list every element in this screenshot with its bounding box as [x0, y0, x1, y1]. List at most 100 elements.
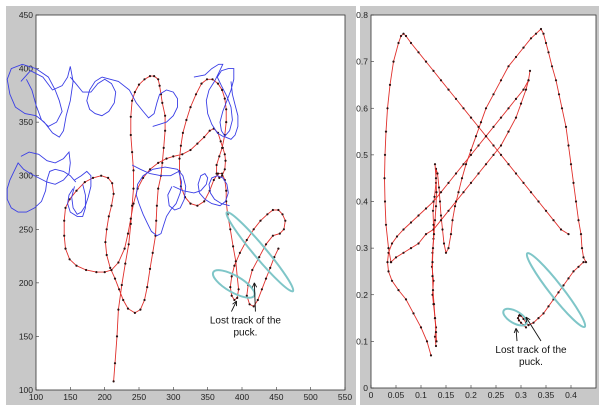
data-point	[95, 271, 98, 274]
data-point	[524, 326, 528, 329]
data-point	[264, 243, 268, 246]
data-point	[542, 32, 545, 35]
data-point	[409, 221, 413, 224]
data-point	[117, 261, 120, 264]
annotation-arrow-head	[232, 300, 237, 307]
data-point	[447, 88, 450, 91]
data-point	[230, 294, 233, 297]
data-point	[221, 88, 224, 92]
series-line	[384, 33, 569, 263]
data-point	[212, 178, 215, 182]
data-point	[63, 219, 66, 222]
data-point	[281, 213, 284, 216]
data-point	[224, 159, 227, 162]
data-point	[457, 191, 460, 194]
data-point	[129, 222, 132, 225]
data-point	[447, 209, 450, 212]
data-point	[433, 195, 436, 198]
data-point	[153, 75, 156, 78]
data-point	[282, 228, 285, 231]
annotation-text: puck.	[233, 328, 257, 339]
data-point	[499, 144, 503, 147]
annotation-text: Lost track of the	[210, 316, 282, 327]
x-tick-label: 0.3	[515, 390, 527, 400]
data-point	[474, 135, 478, 138]
x-tick-label: 0.05	[388, 390, 405, 400]
data-point	[434, 205, 438, 208]
data-point	[203, 136, 206, 139]
data-point	[397, 289, 400, 292]
data-point	[584, 261, 588, 264]
data-point	[129, 133, 132, 137]
data-point	[148, 75, 152, 78]
y-tick-label: 200	[19, 278, 33, 288]
highlight-ellipse	[525, 252, 587, 329]
data-point	[479, 121, 483, 124]
data-point	[492, 125, 495, 128]
x-tick-label: 300	[166, 392, 180, 402]
data-point	[258, 256, 261, 259]
data-point	[131, 99, 134, 102]
data-point	[499, 116, 503, 119]
data-point	[462, 107, 465, 110]
data-point	[181, 131, 184, 134]
data-point	[484, 107, 488, 110]
data-point	[514, 55, 518, 59]
data-point	[107, 215, 110, 218]
data-point	[404, 298, 408, 301]
y-tick-label: 0.3	[356, 243, 368, 253]
data-point	[277, 208, 280, 212]
data-point	[127, 243, 130, 246]
data-point	[245, 294, 248, 297]
x-tick-label: 350	[201, 392, 215, 402]
data-point	[507, 107, 510, 110]
data-point	[100, 174, 103, 177]
y-tick-label: 400	[19, 64, 33, 74]
data-point	[402, 228, 405, 231]
data-point	[392, 60, 395, 63]
data-point	[557, 291, 560, 294]
data-point	[532, 321, 535, 324]
data-point	[559, 228, 563, 231]
data-point	[112, 380, 115, 383]
data-point	[451, 219, 454, 222]
data-point	[137, 83, 141, 86]
data-point	[133, 311, 136, 314]
series-line	[6, 63, 74, 138]
data-point	[229, 228, 232, 231]
data-point	[399, 34, 403, 38]
data-point	[245, 238, 248, 242]
data-point	[544, 41, 548, 45]
data-point	[433, 163, 437, 166]
y-tick-label: 150	[19, 331, 33, 341]
data-point	[83, 181, 86, 184]
data-point	[221, 174, 224, 177]
data-point	[460, 177, 464, 180]
y-tick-label: 0.5	[356, 150, 368, 160]
data-point	[148, 267, 152, 270]
data-point	[223, 168, 226, 171]
data-point	[544, 209, 548, 212]
data-point	[383, 177, 386, 180]
data-point	[133, 91, 136, 94]
x-tick-label: 100	[29, 392, 43, 402]
data-point	[417, 51, 420, 54]
data-point	[441, 228, 444, 231]
data-point	[196, 204, 199, 207]
data-point	[259, 219, 262, 222]
data-point	[165, 157, 168, 160]
data-point	[155, 219, 158, 222]
data-point	[234, 260, 237, 263]
data-point	[162, 146, 165, 149]
data-point	[522, 46, 525, 49]
x-tick-label: 550	[338, 392, 352, 402]
data-point	[236, 296, 239, 299]
data-point	[402, 251, 405, 254]
data-point	[110, 204, 113, 207]
data-point	[434, 331, 438, 334]
data-point	[579, 233, 583, 236]
data-point	[132, 187, 135, 190]
x-tick-label: 250	[132, 392, 146, 402]
data-point	[517, 319, 521, 322]
